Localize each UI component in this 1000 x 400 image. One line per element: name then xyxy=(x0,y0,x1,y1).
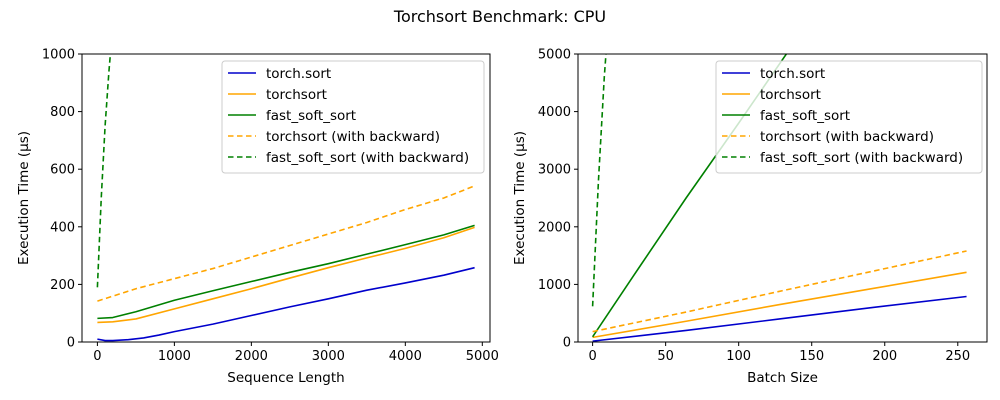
series-line-torch-sort xyxy=(97,266,475,342)
y-tick-label: 0 xyxy=(67,336,75,351)
x-axis-label: Sequence Length xyxy=(227,370,344,386)
legend-label: fast_soft_sort xyxy=(266,108,356,124)
series-group xyxy=(96,54,475,342)
plot-frame xyxy=(81,53,491,343)
y-tick-label: 1000 xyxy=(42,48,75,63)
figure-title: Torchsort Benchmark: CPU xyxy=(393,7,606,26)
series-line-torchsort xyxy=(97,226,475,324)
legend-label: torchsort xyxy=(266,87,327,103)
series-line-torchsort-with-backward- xyxy=(592,250,967,333)
y-tick-label: 600 xyxy=(50,163,75,178)
x-tick-label: 5000 xyxy=(466,349,499,364)
x-tick-label: 100 xyxy=(726,349,751,364)
y-tick-label: 5000 xyxy=(538,48,571,63)
legend: torch.sort torchsort fast_soft_sorttorchso… xyxy=(221,60,485,174)
series-line-torchsort-with-backward- xyxy=(97,185,475,302)
legend-label: torch.sort xyxy=(760,66,825,82)
legend-label: fast_soft_sort xyxy=(760,108,850,124)
series-line-torch-sort xyxy=(592,295,967,342)
y-tick-label: 3000 xyxy=(538,163,571,178)
y-axis-label: Execution Time (µs) xyxy=(512,131,528,265)
left-chart-sequence-length: 0 1000 2000 3000 4000 5000 0 200 400 600 800 1000 Se… xyxy=(16,48,499,387)
x-tick-label: 250 xyxy=(945,349,970,364)
x-tick-label: 0 xyxy=(588,349,596,364)
y-tick-label: 2000 xyxy=(538,220,571,235)
y-tick-label: 800 xyxy=(50,105,75,120)
y-tick-label: 1000 xyxy=(538,278,571,293)
legend-label: fast_soft_sort (with backward) xyxy=(266,150,469,166)
series-line-fast-soft-sort-with-backward- xyxy=(591,54,607,307)
plot-frame xyxy=(577,53,988,343)
series-line-torchsort xyxy=(592,271,967,339)
y-tick-label: 4000 xyxy=(538,105,571,120)
x-tick-label: 0 xyxy=(93,349,101,364)
legend-box xyxy=(715,60,983,174)
x-axis-label: Batch Size xyxy=(747,370,818,386)
legend-label: torch.sort xyxy=(266,66,331,82)
series-line-fast-soft-sort-with-backward- xyxy=(96,54,112,288)
x-tick-label: 4000 xyxy=(389,349,422,364)
x-tick-label: 150 xyxy=(799,349,824,364)
legend-box xyxy=(221,60,485,174)
right-chart-batch-size: 0 50 100 150 200 250 0 1000 2000 3000 4000 5000 Batc… xyxy=(512,48,988,386)
y-tick-label: 200 xyxy=(50,278,75,293)
legend: torch.sort torchsort fast_soft_sorttorchso… xyxy=(715,60,983,174)
series-line-fast-soft-sort xyxy=(97,224,475,320)
y-tick-label: 400 xyxy=(50,220,75,235)
legend-label: torchsort (with backward) xyxy=(266,129,440,145)
x-tick-label: 3000 xyxy=(312,349,345,364)
x-tick-label: 1000 xyxy=(158,349,191,364)
x-tick-label: 50 xyxy=(657,349,674,364)
legend-label: torchsort xyxy=(760,87,821,103)
legend-label: fast_soft_sort (with backward) xyxy=(760,150,963,166)
x-tick-label: 2000 xyxy=(235,349,268,364)
y-axis-label: Execution Time (µs) xyxy=(16,131,32,265)
legend-label: torchsort (with backward) xyxy=(760,129,934,145)
y-tick-label: 0 xyxy=(563,336,571,351)
x-tick-label: 200 xyxy=(872,349,897,364)
